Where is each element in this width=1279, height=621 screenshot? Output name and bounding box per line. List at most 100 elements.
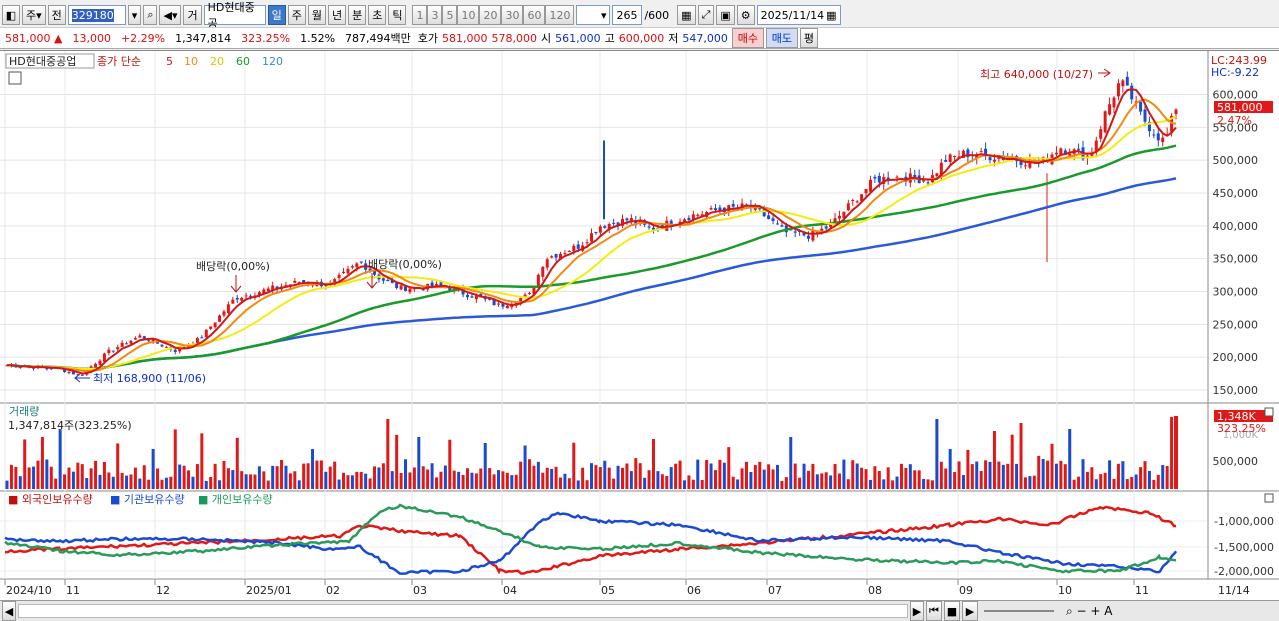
candle	[1130, 85, 1134, 100]
flat-button[interactable]: 평	[799, 28, 819, 48]
speaker-icon[interactable]: ◀▾	[159, 5, 182, 25]
volume-bar	[505, 472, 509, 489]
candle	[563, 253, 567, 255]
candle	[935, 173, 939, 177]
hc-label: HC:-9.22	[1211, 66, 1259, 79]
save-icon[interactable]: ▣	[716, 5, 735, 25]
first-icon[interactable]: ⏮	[926, 601, 942, 621]
candle	[922, 180, 926, 182]
candle	[240, 297, 244, 301]
volume-bar	[408, 472, 412, 489]
interval-20[interactable]: 20	[479, 5, 502, 25]
volume-bar	[470, 472, 474, 489]
market-select[interactable]: 주 ▾	[22, 5, 46, 25]
prev-button[interactable]: 전	[47, 5, 66, 25]
interval-120[interactable]: 120	[545, 5, 575, 25]
candle	[820, 228, 824, 232]
tool-icon[interactable]: ▦	[677, 5, 696, 25]
interval-select[interactable]: ▾	[576, 5, 611, 25]
interval-60[interactable]: 60	[523, 5, 546, 25]
x-label: 04	[503, 584, 517, 597]
period-tab-6[interactable]: 틱	[388, 5, 407, 25]
candle	[554, 254, 558, 258]
period-tab-1[interactable]: 주	[287, 5, 306, 25]
volume-bar	[559, 477, 563, 489]
volume-bar	[412, 467, 416, 489]
period-tab-0[interactable]: 일	[267, 5, 286, 25]
volume-bar	[563, 473, 567, 489]
volume-bar	[899, 463, 903, 489]
candle	[71, 371, 75, 375]
period-tab-2[interactable]: 월	[307, 5, 326, 25]
volume-bar	[851, 460, 855, 489]
price-tick: 200,000	[1213, 351, 1259, 364]
period-tab-5[interactable]: 초	[368, 5, 387, 25]
interval-10[interactable]: 10	[457, 5, 480, 25]
scroll-left-icon[interactable]: ◀	[2, 601, 16, 621]
scrollbar[interactable]	[18, 604, 908, 618]
count-input[interactable]: 265	[612, 5, 643, 25]
candle	[1054, 152, 1058, 155]
chart-menu-icon[interactable]: ◧	[2, 5, 20, 25]
price-tick: 400,000	[1213, 220, 1259, 233]
dividend-arrow-1	[230, 275, 242, 293]
volume-bar	[616, 465, 620, 489]
interval-1[interactable]: 1	[412, 5, 428, 25]
zoom-icons[interactable]: ⌕ − + A	[1066, 603, 1113, 618]
volume-bar	[647, 470, 651, 489]
volume-bar	[771, 469, 775, 489]
sell-button[interactable]: 매도	[765, 28, 798, 48]
period-tab-3[interactable]: 년	[327, 5, 347, 25]
buy-button[interactable]: 매수	[731, 28, 764, 48]
candle	[204, 329, 208, 338]
chart-area[interactable]: 600,000 550,000 500,000 450,000 400,000 350,0…	[0, 50, 1279, 601]
candle	[195, 338, 199, 344]
trade-button[interactable]: 거	[183, 5, 202, 25]
stock-chart[interactable]: 600,000 550,000 500,000 450,000 400,000 350,0…	[0, 51, 1279, 601]
price-tick: 600,000	[1213, 88, 1259, 101]
candle	[806, 235, 810, 239]
search-icon[interactable]: ⌕	[143, 5, 158, 25]
calendar-icon[interactable]: ▦	[826, 8, 837, 22]
gear-icon[interactable]: ⚙	[736, 5, 755, 25]
candle	[355, 263, 359, 268]
period-tab-4[interactable]: 분	[348, 5, 367, 25]
candle	[1108, 104, 1112, 115]
x-label: 2025/01	[246, 584, 292, 597]
volume-bar	[829, 475, 833, 489]
ma10-line	[6, 98, 1177, 373]
candle	[829, 223, 833, 227]
holding-close-icon	[1264, 493, 1274, 503]
interval-5[interactable]: 5	[442, 5, 458, 25]
scroll-right-icon[interactable]: ▶	[910, 601, 924, 621]
volume-bar	[1134, 474, 1138, 489]
volume-bar	[377, 467, 381, 489]
zoom-slider[interactable]	[984, 610, 1054, 612]
candle	[731, 204, 735, 207]
count-total: /600	[644, 8, 670, 22]
candle	[837, 215, 841, 219]
holding-legend-inst: ■ 기관보유수량	[110, 493, 185, 506]
volume-bar	[364, 473, 368, 489]
interval-3[interactable]: 3	[427, 5, 443, 25]
chart-bg	[0, 51, 1279, 601]
candle	[1103, 111, 1107, 133]
x-label: 11	[66, 584, 80, 597]
draw-icon[interactable]: ⤢	[697, 5, 715, 25]
volume-bar	[89, 468, 93, 489]
volume-bar	[439, 471, 443, 489]
volume-bar	[1054, 463, 1058, 489]
candle	[833, 218, 837, 224]
code-dropdown[interactable]: ▾	[127, 5, 142, 25]
stop-icon[interactable]: ■	[944, 601, 960, 621]
date-input[interactable]: 2025/11/14 ▦	[756, 5, 841, 25]
play-icon[interactable]: ▶	[962, 601, 978, 621]
candle	[944, 160, 948, 162]
volume-bar	[71, 471, 75, 489]
stock-code-input[interactable]: 329180	[67, 5, 126, 25]
volume-bar	[368, 478, 372, 489]
interval-30[interactable]: 30	[501, 5, 524, 25]
volume-bar	[386, 419, 390, 489]
candle	[1059, 148, 1063, 156]
volume-bar	[1125, 479, 1129, 489]
